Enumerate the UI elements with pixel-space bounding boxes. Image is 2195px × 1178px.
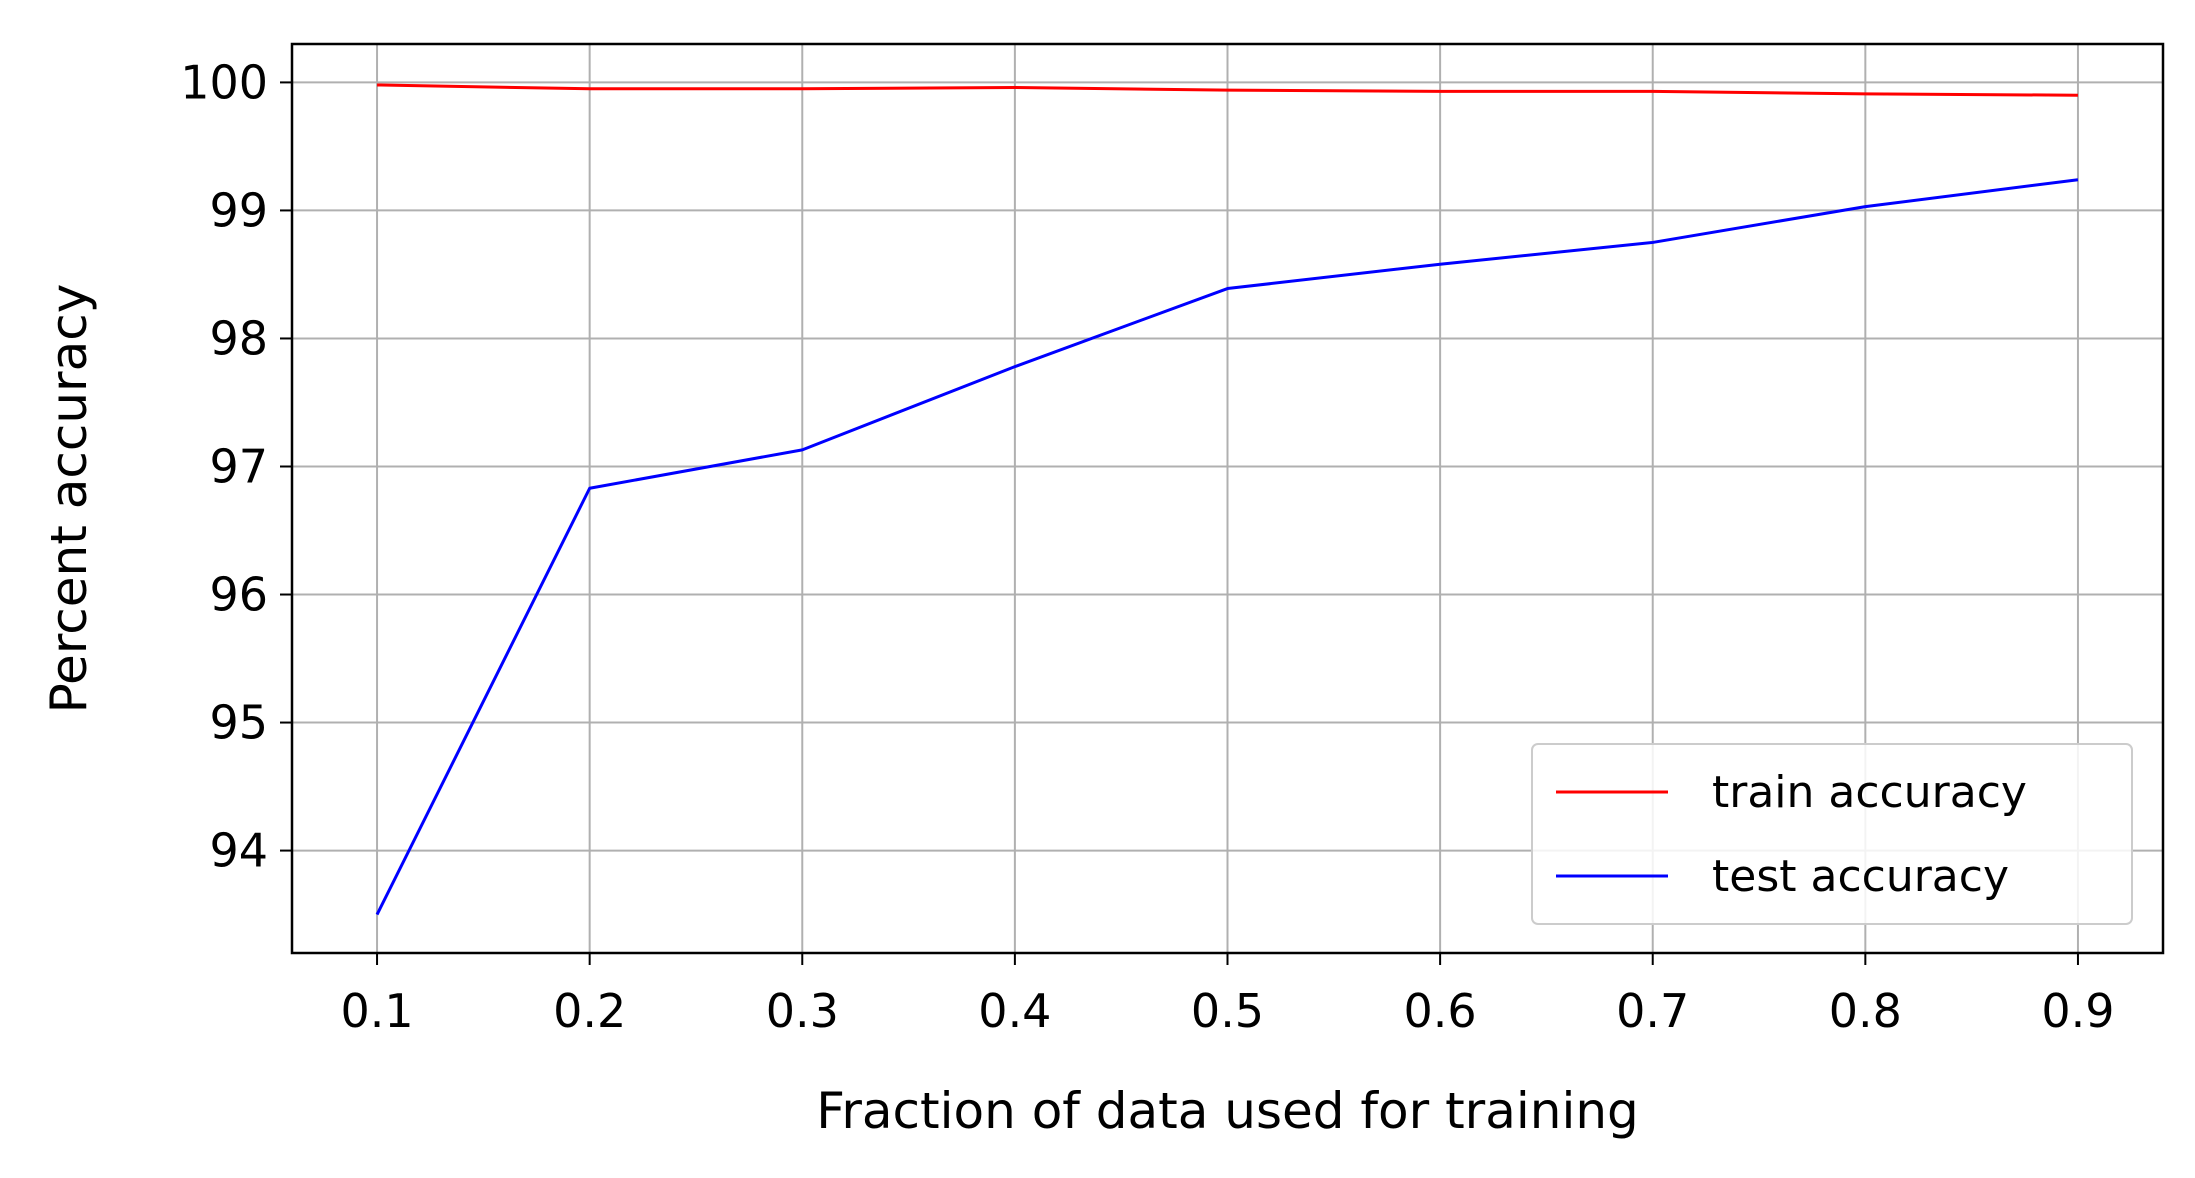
legend-label-train-accuracy: train accuracy [1712, 767, 2027, 818]
x-tick-label: 0.4 [978, 984, 1051, 1038]
x-axis-label: Fraction of data used for training [816, 1082, 1639, 1140]
legend-box [1531, 743, 2133, 925]
x-tick-label: 0.2 [553, 984, 626, 1038]
x-tick-label: 0.7 [1616, 984, 1689, 1038]
legend-label-test-accuracy: test accuracy [1712, 851, 2009, 902]
y-axis-ticks: 94 95 96 97 98 99 100 [180, 55, 292, 878]
y-tick-label: 96 [209, 568, 268, 622]
series-line-train-accuracy [377, 83, 2078, 97]
y-axis-label: Percent accuracy [40, 284, 98, 714]
y-tick-label: 94 [209, 824, 268, 878]
y-tick-label: 100 [180, 55, 268, 109]
x-tick-label: 0.1 [340, 984, 413, 1038]
x-tick-label: 0.9 [2041, 984, 2114, 1038]
y-tick-label: 97 [209, 439, 268, 493]
x-tick-label: 0.3 [766, 984, 839, 1038]
y-tick-label: 98 [209, 311, 268, 365]
x-tick-label: 0.5 [1191, 984, 1264, 1038]
series-line-test-accuracy [375, 178, 2079, 916]
y-tick-label: 95 [209, 696, 268, 750]
legend: train accuracy test accuracy [1531, 743, 2133, 925]
x-tick-label: 0.6 [1404, 984, 1477, 1038]
series-lines [375, 83, 2079, 916]
x-tick-label: 0.8 [1829, 984, 1902, 1038]
y-tick-label: 99 [209, 183, 268, 237]
x-axis-ticks: 0.1 0.2 0.3 0.4 0.5 0.6 0.7 0.8 0.9 [340, 953, 2115, 1038]
